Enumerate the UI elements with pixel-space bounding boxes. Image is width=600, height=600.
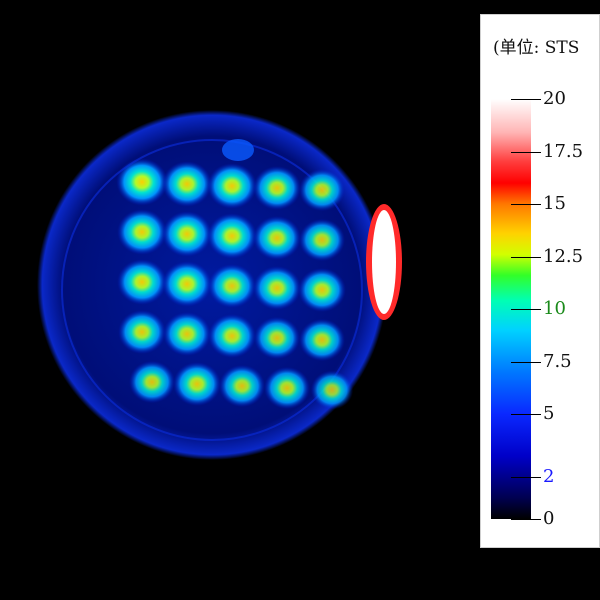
edge-hotspot-core	[372, 210, 396, 314]
colorbar-tick-label: 12.5	[543, 245, 584, 267]
hotspot	[117, 209, 167, 255]
hotspot	[162, 261, 212, 307]
colorbar-tick	[511, 151, 541, 153]
heatmap-image	[37, 110, 402, 460]
hotspot	[254, 316, 300, 360]
hotspot	[207, 163, 257, 209]
hotspot-grid	[116, 158, 354, 410]
hotspot	[117, 259, 167, 305]
colorbar-tick	[511, 309, 541, 310]
legend-panel: (单位: STS 20 17.5 15 12.5 10 7.5 5 2 0	[480, 14, 600, 548]
hotspot	[253, 266, 301, 310]
hotspot	[253, 216, 301, 260]
colorbar-tick-label: 10	[543, 298, 566, 319]
hotspot	[253, 166, 301, 210]
colorbar-tick	[511, 414, 541, 415]
colorbar-tick-label: 2	[543, 466, 555, 487]
colorbar-tick-label: 7.5	[543, 350, 572, 372]
colorbar-tick	[511, 99, 541, 100]
colorbar-tick-label: 17.5	[543, 140, 584, 162]
hotspot	[118, 310, 166, 354]
hotspot	[310, 370, 354, 410]
hotspot	[116, 158, 168, 206]
hotspot	[298, 268, 346, 312]
hotspot	[264, 366, 310, 410]
hotspot	[299, 318, 345, 362]
hotspot	[219, 364, 265, 408]
hotspot	[299, 168, 345, 212]
top-small-spot	[222, 139, 254, 161]
colorbar-tick-label: 15	[543, 193, 566, 214]
hotspot	[162, 211, 212, 257]
colorbar-tick-label: 5	[543, 403, 555, 424]
colorbar-tick	[511, 204, 541, 205]
colorbar-tick	[511, 361, 541, 363]
colorbar-tick-label: 20	[543, 88, 566, 109]
hotspot	[208, 314, 256, 358]
wafer-inner-ring	[61, 139, 363, 441]
hotspot	[173, 362, 221, 406]
hotspot	[207, 213, 257, 259]
legend-title: (单位: STS	[493, 38, 580, 58]
colorbar-tick	[511, 256, 541, 258]
colorbar-tick	[511, 519, 541, 520]
colorbar-tick-label: 0	[543, 508, 555, 529]
hotspot	[129, 360, 175, 404]
hotspot	[299, 218, 345, 262]
hotspot	[208, 264, 256, 308]
hotspot	[162, 161, 212, 207]
colorbar-tick	[511, 477, 541, 478]
hotspot	[163, 312, 211, 356]
